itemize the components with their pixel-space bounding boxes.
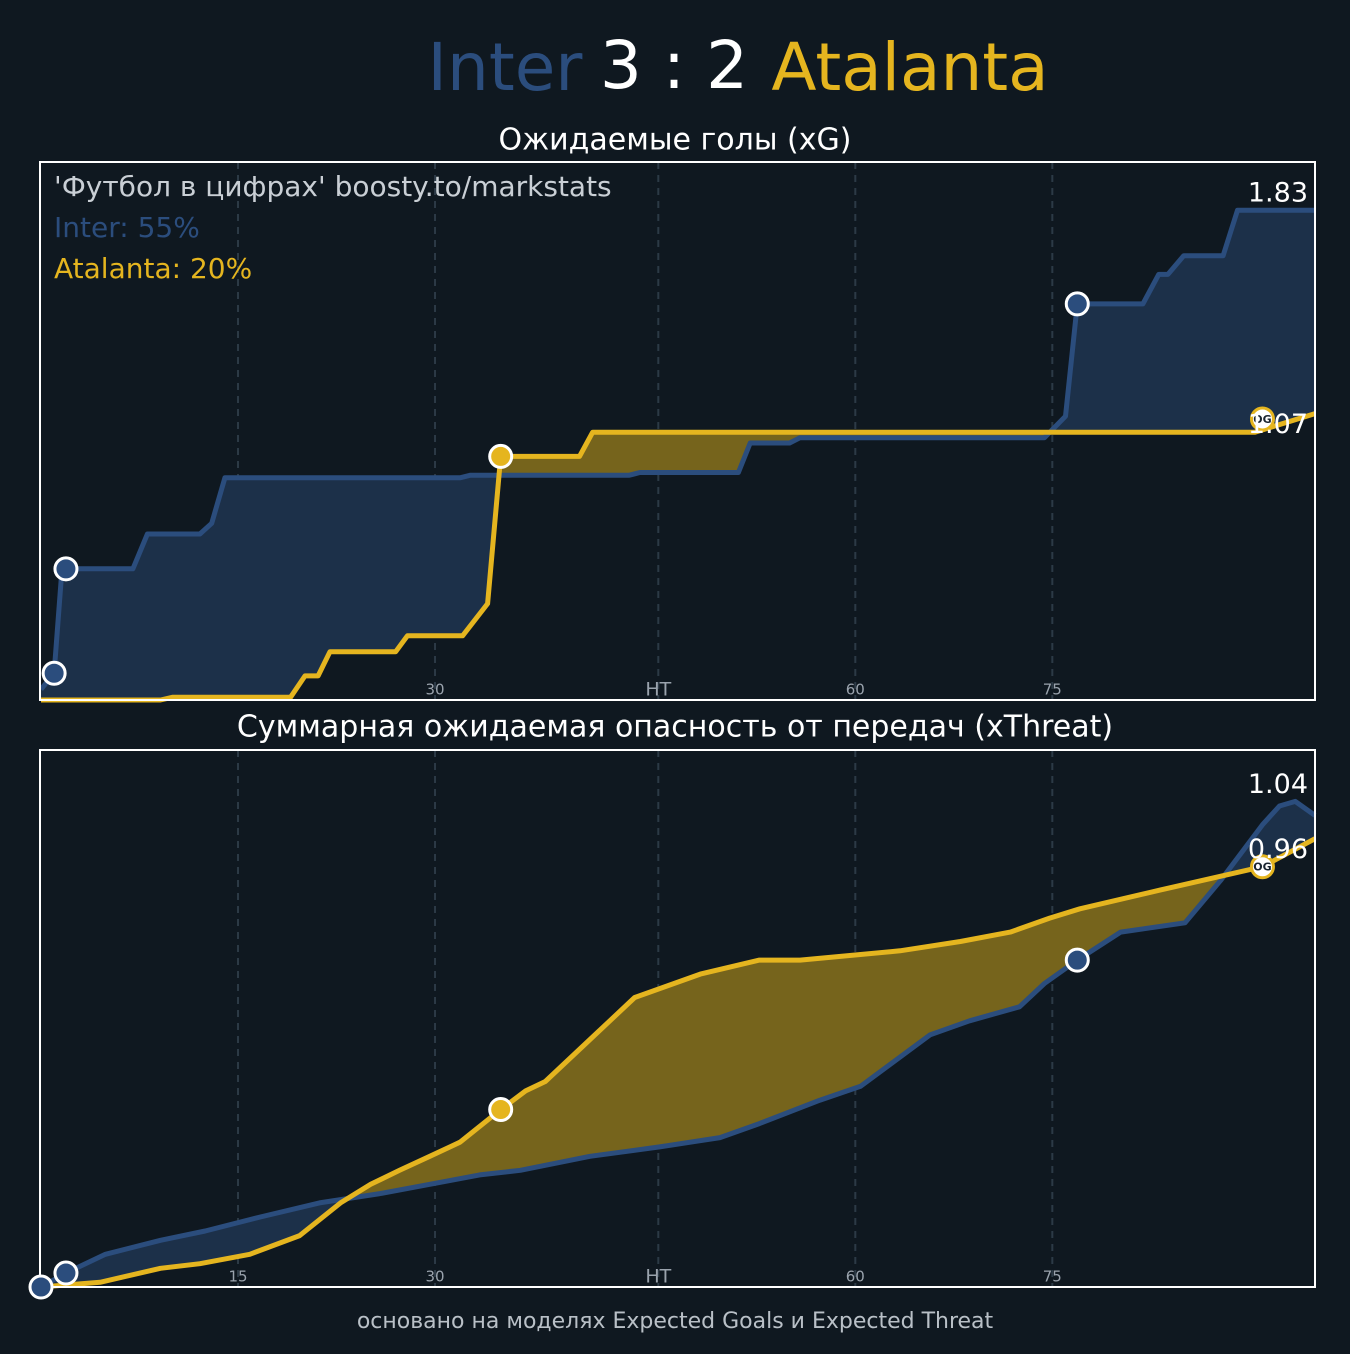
home-team: Inter: [428, 29, 584, 106]
x-tick-label: 15: [228, 1268, 247, 1286]
goal-marker: [28, 1274, 54, 1300]
goal-label: OG: [1253, 861, 1271, 874]
panel-frame: [39, 161, 1316, 701]
x-tick-label: 60: [846, 681, 865, 699]
panel-title: Ожидаемые голы (xG): [499, 123, 852, 158]
footer: основано на моделях Expected Goals и Exp…: [357, 1309, 994, 1334]
x-tick-label: 30: [425, 681, 444, 699]
goal-label: OG: [1253, 413, 1271, 426]
goal-marker: [53, 556, 79, 582]
series-total: 0.96: [1248, 834, 1308, 865]
away-team: Atalanta: [771, 29, 1048, 106]
x-tick-label: HT: [645, 679, 671, 701]
annotation: 'Футбол в цифрах' boosty.to/markstats: [54, 170, 612, 203]
x-tick-label: 75: [1043, 681, 1062, 699]
series-total: 1.04: [1248, 769, 1308, 800]
goal-marker: [1064, 291, 1090, 317]
series-total: 1.83: [1248, 178, 1308, 209]
series-line: [40, 836, 1317, 1290]
x-tick-label: 30: [425, 1268, 444, 1286]
goal-marker: [488, 443, 514, 469]
series-line: [39, 207, 1315, 691]
x-tick-label: 60: [846, 1268, 865, 1286]
series-total: 1.07: [1248, 409, 1308, 440]
x-tick-label: HT: [645, 1266, 671, 1288]
goal-marker: [1249, 406, 1275, 432]
annotation: Atalanta: 20%: [54, 252, 252, 285]
goal-marker: [41, 660, 67, 686]
area-fill: [41, 838, 1315, 1287]
annotation: Inter: 55%: [54, 211, 200, 244]
series-line: [39, 798, 1317, 1290]
goal-marker: [488, 1097, 514, 1123]
x-tick-label: 75: [1043, 1268, 1062, 1286]
series-line: [41, 411, 1316, 703]
panel-frame: [39, 749, 1316, 1288]
panel-title: Суммарная ожидаемая опасность от передач…: [237, 710, 1113, 745]
goal-marker: [53, 1260, 79, 1286]
goal-marker: [1064, 947, 1090, 973]
goal-marker: [1249, 854, 1275, 880]
score: 3 : 2: [600, 27, 748, 104]
